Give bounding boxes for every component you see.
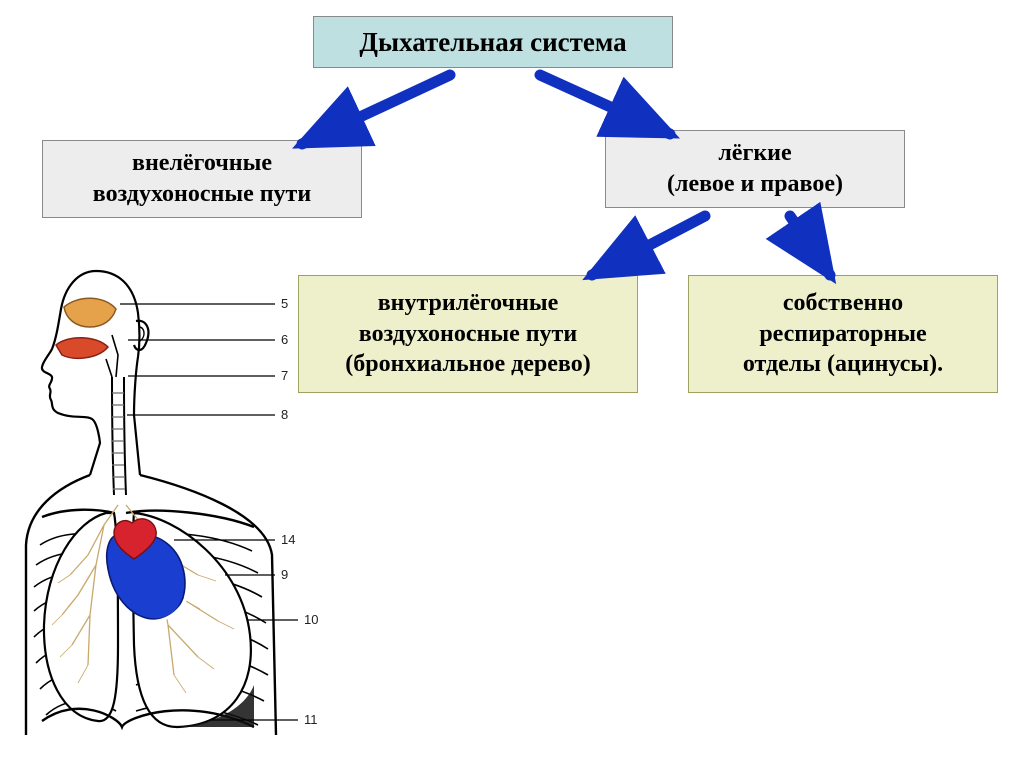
anatomy-label-11: 11: [304, 712, 318, 727]
respiratory-box: собственно респираторные отделы (ацинусы…: [688, 275, 998, 393]
oral-cavity-shape: [56, 338, 108, 359]
anatomy-label-10: 10: [304, 612, 318, 627]
anatomy-label-9: 9: [281, 567, 288, 582]
extrapulmonary-line1: внелёгочные: [132, 148, 272, 179]
left-lung-outline: [44, 513, 118, 721]
lungs-box: лёгкие (левое и правое): [605, 130, 905, 208]
intrapulmonary-box: внутрилёгочные воздухоносные пути (бронх…: [298, 275, 638, 393]
anatomy-label-6: 6: [281, 332, 288, 347]
lungs-line1: лёгкие: [718, 138, 791, 169]
extrapulmonary-line2: воздухоносные пути: [93, 179, 311, 210]
anatomy-label-8: 8: [281, 407, 288, 422]
nasal-cavity-shape: [64, 298, 116, 327]
respiratory-line3: отделы (ацинусы).: [743, 349, 943, 380]
title-box: Дыхательная система: [313, 16, 673, 68]
title-text: Дыхательная система: [359, 25, 626, 60]
respiratory-line1: собственно: [783, 288, 903, 319]
intrapulmonary-line1: внутрилёгочные: [378, 288, 559, 319]
respiratory-line2: респираторные: [759, 319, 926, 350]
anatomy-label-14: 14: [281, 532, 295, 547]
intrapulmonary-line3: (бронхиальное дерево): [345, 349, 590, 380]
lungs-line2: (левое и правое): [667, 169, 843, 200]
extrapulmonary-box: внелёгочные воздухоносные пути: [42, 140, 362, 218]
anatomy-label-7: 7: [281, 368, 288, 383]
respiratory-anatomy-diagram: [18, 265, 298, 760]
intrapulmonary-line2: воздухоносные пути: [359, 319, 577, 350]
anatomy-label-5: 5: [281, 296, 288, 311]
